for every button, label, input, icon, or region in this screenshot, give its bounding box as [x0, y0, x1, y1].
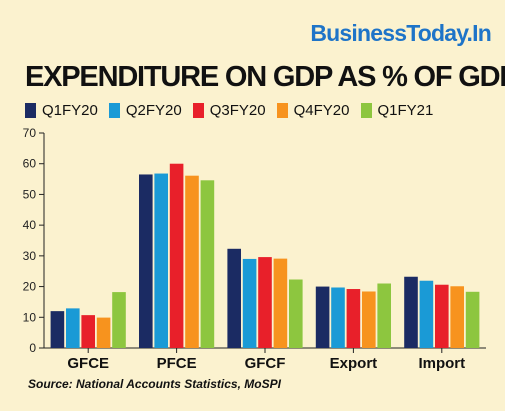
legend-item-q4fy20: Q4FY20	[276, 102, 350, 119]
bar-gfce-q2fy20	[66, 308, 80, 348]
bar-import-q1fy20	[404, 276, 418, 348]
bar-gfcf-q4fy20	[273, 258, 288, 348]
bar-import-q4fy20	[450, 286, 464, 348]
y-tick-label: 70	[23, 126, 37, 140]
legend-swatch	[192, 103, 204, 118]
legend-swatch	[25, 103, 36, 118]
bar-export-q4fy20	[362, 291, 376, 348]
bar-gfce-q4fy20	[96, 317, 111, 348]
x-tick-label: GFCF	[245, 355, 286, 372]
bar-gfcf-q1fy21	[289, 279, 303, 348]
legend-item-q3fy20: Q3FY20	[192, 102, 266, 119]
bar-gfcf-q2fy20	[242, 258, 257, 348]
y-tick-label: 50	[23, 187, 37, 201]
legend-label: Q1FY20	[42, 102, 98, 119]
legend-item-q1fy20: Q1FY20	[25, 102, 98, 119]
brand-logo: BusinessToday.In	[310, 20, 491, 46]
source-note: Source: National Accounts Statistics, Mo…	[28, 377, 281, 391]
bar-gfce-q3fy20	[81, 315, 95, 348]
bar-import-q2fy20	[419, 280, 434, 348]
bar-export-q1fy20	[315, 286, 330, 348]
bar-import-q3fy20	[435, 284, 449, 348]
bar-export-q3fy20	[346, 289, 361, 348]
x-tick-label: GFCE	[67, 355, 109, 372]
bar-gfce-q1fy21	[112, 292, 126, 348]
y-tick-label: 60	[23, 157, 37, 171]
legend-swatch	[276, 103, 288, 118]
y-tick-label: 20	[23, 280, 37, 294]
bar-export-q1fy21	[377, 283, 391, 348]
bar-gfcf-q3fy20	[258, 257, 272, 348]
legend-label: Q3FY20	[209, 102, 266, 119]
legend: Q1FY20 Q2FY20 Q3FY20 Q4FY20 Q1FY21	[25, 102, 444, 119]
y-tick-label: 10	[23, 310, 37, 324]
bar-pfce-q3fy20	[169, 163, 184, 348]
x-tick-label: Export	[330, 355, 378, 372]
legend-swatch	[108, 103, 120, 118]
bar-gfce-q1fy20	[50, 311, 65, 348]
bar-import-q1fy21	[465, 291, 480, 348]
legend-label: Q2FY20	[125, 102, 182, 119]
bar-pfce-q1fy20	[139, 174, 153, 348]
bar-gfcf-q1fy20	[227, 248, 241, 348]
legend-item-q1fy21: Q1FY21	[360, 102, 434, 119]
x-tick-label: PFCE	[157, 355, 197, 372]
legend-label: Q1FY21	[377, 102, 434, 119]
bar-pfce-q1fy21	[200, 180, 215, 348]
bar-pfce-q4fy20	[185, 175, 199, 348]
legend-label: Q4FY20	[293, 102, 350, 119]
bar-pfce-q2fy20	[154, 173, 168, 348]
legend-item-q2fy20: Q2FY20	[108, 102, 182, 119]
bar-export-q2fy20	[331, 287, 345, 348]
chart-title: EXPENDITURE ON GDP AS % OF GDP	[25, 61, 505, 93]
y-tick-label: 0	[29, 341, 36, 355]
x-tick-label: Import	[418, 355, 465, 372]
legend-swatch	[360, 103, 372, 118]
y-tick-label: 40	[23, 218, 37, 232]
y-tick-label: 30	[23, 249, 37, 263]
